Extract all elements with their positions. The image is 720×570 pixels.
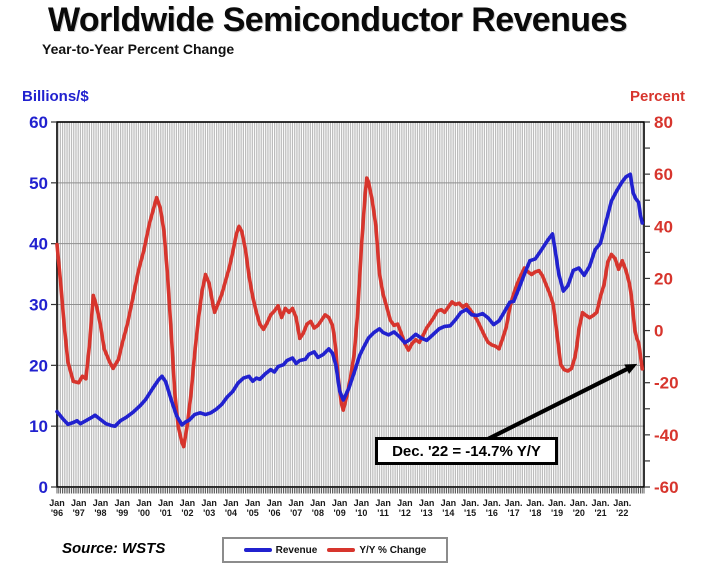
x-tick-year-label: '00 (138, 508, 150, 518)
annotation-text: Dec. '22 = -14.7% Y/Y (392, 442, 541, 460)
x-tick-year-label: '09 (334, 508, 346, 518)
x-tick-month-label: Jan. (548, 498, 566, 508)
x-tick-year-label: '06 (268, 508, 280, 518)
legend-item-revenue: Revenue (243, 544, 318, 556)
x-tick-month-label: Jan (158, 498, 174, 508)
revenue-legend-label: Revenue (275, 544, 318, 556)
x-tick-year-label: '05 (247, 508, 259, 518)
annotation-arrowhead (624, 363, 638, 374)
left-axis-tick-label: 40 (29, 235, 48, 254)
right-axis-tick-label: -60 (654, 478, 679, 497)
x-tick-year-label: '96 (51, 508, 63, 518)
x-tick-month-label: Jan. (483, 498, 501, 508)
x-axis-labels: Jan'96Jan'97Jan'98Jan'99Jan'00Jan'01Jan'… (49, 498, 631, 518)
x-tick-year-label: '16 (486, 508, 498, 518)
x-tick-month-label: Jan (223, 498, 239, 508)
x-tick-month-label: Jan (93, 498, 109, 508)
x-tick-month-label: Jan (397, 498, 413, 508)
x-tick-year-label: '18 (529, 508, 541, 518)
right-axis-tick-label: -40 (654, 426, 679, 445)
x-tick-year-label: '97 (73, 508, 85, 518)
right-axis-tick-label: 20 (654, 269, 673, 288)
x-tick-year-label: '17 (507, 508, 519, 518)
x-tick-year-label: '14 (442, 508, 454, 518)
x-tick-month-label: Jan (288, 498, 304, 508)
x-tick-month-label: Jan (310, 498, 326, 508)
x-tick-month-label: Jan (267, 498, 283, 508)
left-axis-tick-label: 10 (29, 417, 48, 436)
x-tick-month-label: Jan. (613, 498, 631, 508)
yy-change-line-swatch (327, 548, 356, 552)
right-axis-tick-label: 60 (654, 165, 673, 184)
x-tick-month-label: Jan (201, 498, 217, 508)
x-tick-month-label: Jan (180, 498, 196, 508)
chart-subtitle: Year-to-Year Percent Change (42, 41, 235, 57)
right-axis-tick-label: -20 (654, 374, 679, 393)
x-tick-month-label: Jan (136, 498, 152, 508)
left-axis-tick-label: 20 (29, 356, 48, 375)
x-tick-year-label: '11 (377, 508, 389, 518)
x-tick-month-label: Jan (354, 498, 370, 508)
left-axis-tick-label: 0 (39, 478, 48, 497)
left-axis-tick-label: 50 (29, 174, 48, 193)
right-axis-ticks-labels: 80 60 40 20 0 -20 -40 -60 (644, 113, 679, 497)
x-tick-month-label: Jan (71, 498, 87, 508)
x-tick-year-label: '07 (290, 508, 302, 518)
series-line-revenue (55, 172, 645, 429)
x-tick-year-label: '04 (225, 508, 237, 518)
yy-change-legend-label: Y/Y % Change (359, 544, 427, 556)
x-tick-year-label: '99 (116, 508, 128, 518)
left-axis-title: Billions/$ (22, 88, 89, 105)
x-tick-year-label: '21 (594, 508, 606, 518)
left-axis-tick-label: 60 (29, 113, 48, 132)
x-tick-year-label: '15 (464, 508, 476, 518)
x-tick-month-label: Jan (375, 498, 391, 508)
x-tick-month-label: Jan (49, 498, 65, 508)
x-tick-month-label: Jan. (461, 498, 479, 508)
x-tick-month-label: Jan (419, 498, 435, 508)
left-axis-ticks-labels: 0 10 20 30 40 50 60 (29, 113, 57, 497)
x-tick-month-label: Jan. (505, 498, 523, 508)
x-tick-year-label: '22 (616, 508, 628, 518)
x-tick-month-label: Jan (441, 498, 457, 508)
x-tick-year-label: '12 (399, 508, 411, 518)
x-tick-month-label: Jan (245, 498, 261, 508)
revenue-line-swatch (243, 548, 272, 552)
right-axis-title: Percent (630, 88, 686, 105)
right-axis-tick-label: 40 (654, 217, 673, 236)
x-tick-year-label: '02 (181, 508, 193, 518)
x-tick-year-label: '03 (203, 508, 215, 518)
x-tick-year-label: '01 (160, 508, 172, 518)
series-line-y-y-change (55, 176, 645, 449)
annotation-arrow (481, 365, 632, 444)
right-axis-tick-label: 80 (654, 113, 673, 132)
x-tick-year-label: '08 (312, 508, 324, 518)
x-tick-month-label: Jan. (592, 498, 610, 508)
x-tick-month-label: Jan (114, 498, 130, 508)
chart-title: Worldwide Semiconductor Revenues (48, 1, 628, 39)
right-axis-tick-label: 0 (654, 322, 663, 341)
x-tick-year-label: '98 (94, 508, 106, 518)
source-label: Source: WSTS (62, 540, 166, 557)
annotation-box: Dec. '22 = -14.7% Y/Y (375, 437, 558, 465)
x-tick-year-label: '19 (551, 508, 563, 518)
legend: Revenue Y/Y % Change (222, 537, 448, 563)
x-tick-month-label: Jan. (570, 498, 588, 508)
left-axis-tick-label: 30 (29, 296, 48, 315)
x-tick-month-label: Jan (332, 498, 348, 508)
legend-item-yy-change: Y/Y % Change (327, 545, 426, 556)
x-tick-month-label: Jan. (526, 498, 544, 508)
x-tick-year-label: '10 (355, 508, 367, 518)
month-ticks (56, 487, 645, 494)
x-tick-year-label: '13 (421, 508, 433, 518)
x-tick-year-label: '20 (573, 508, 585, 518)
